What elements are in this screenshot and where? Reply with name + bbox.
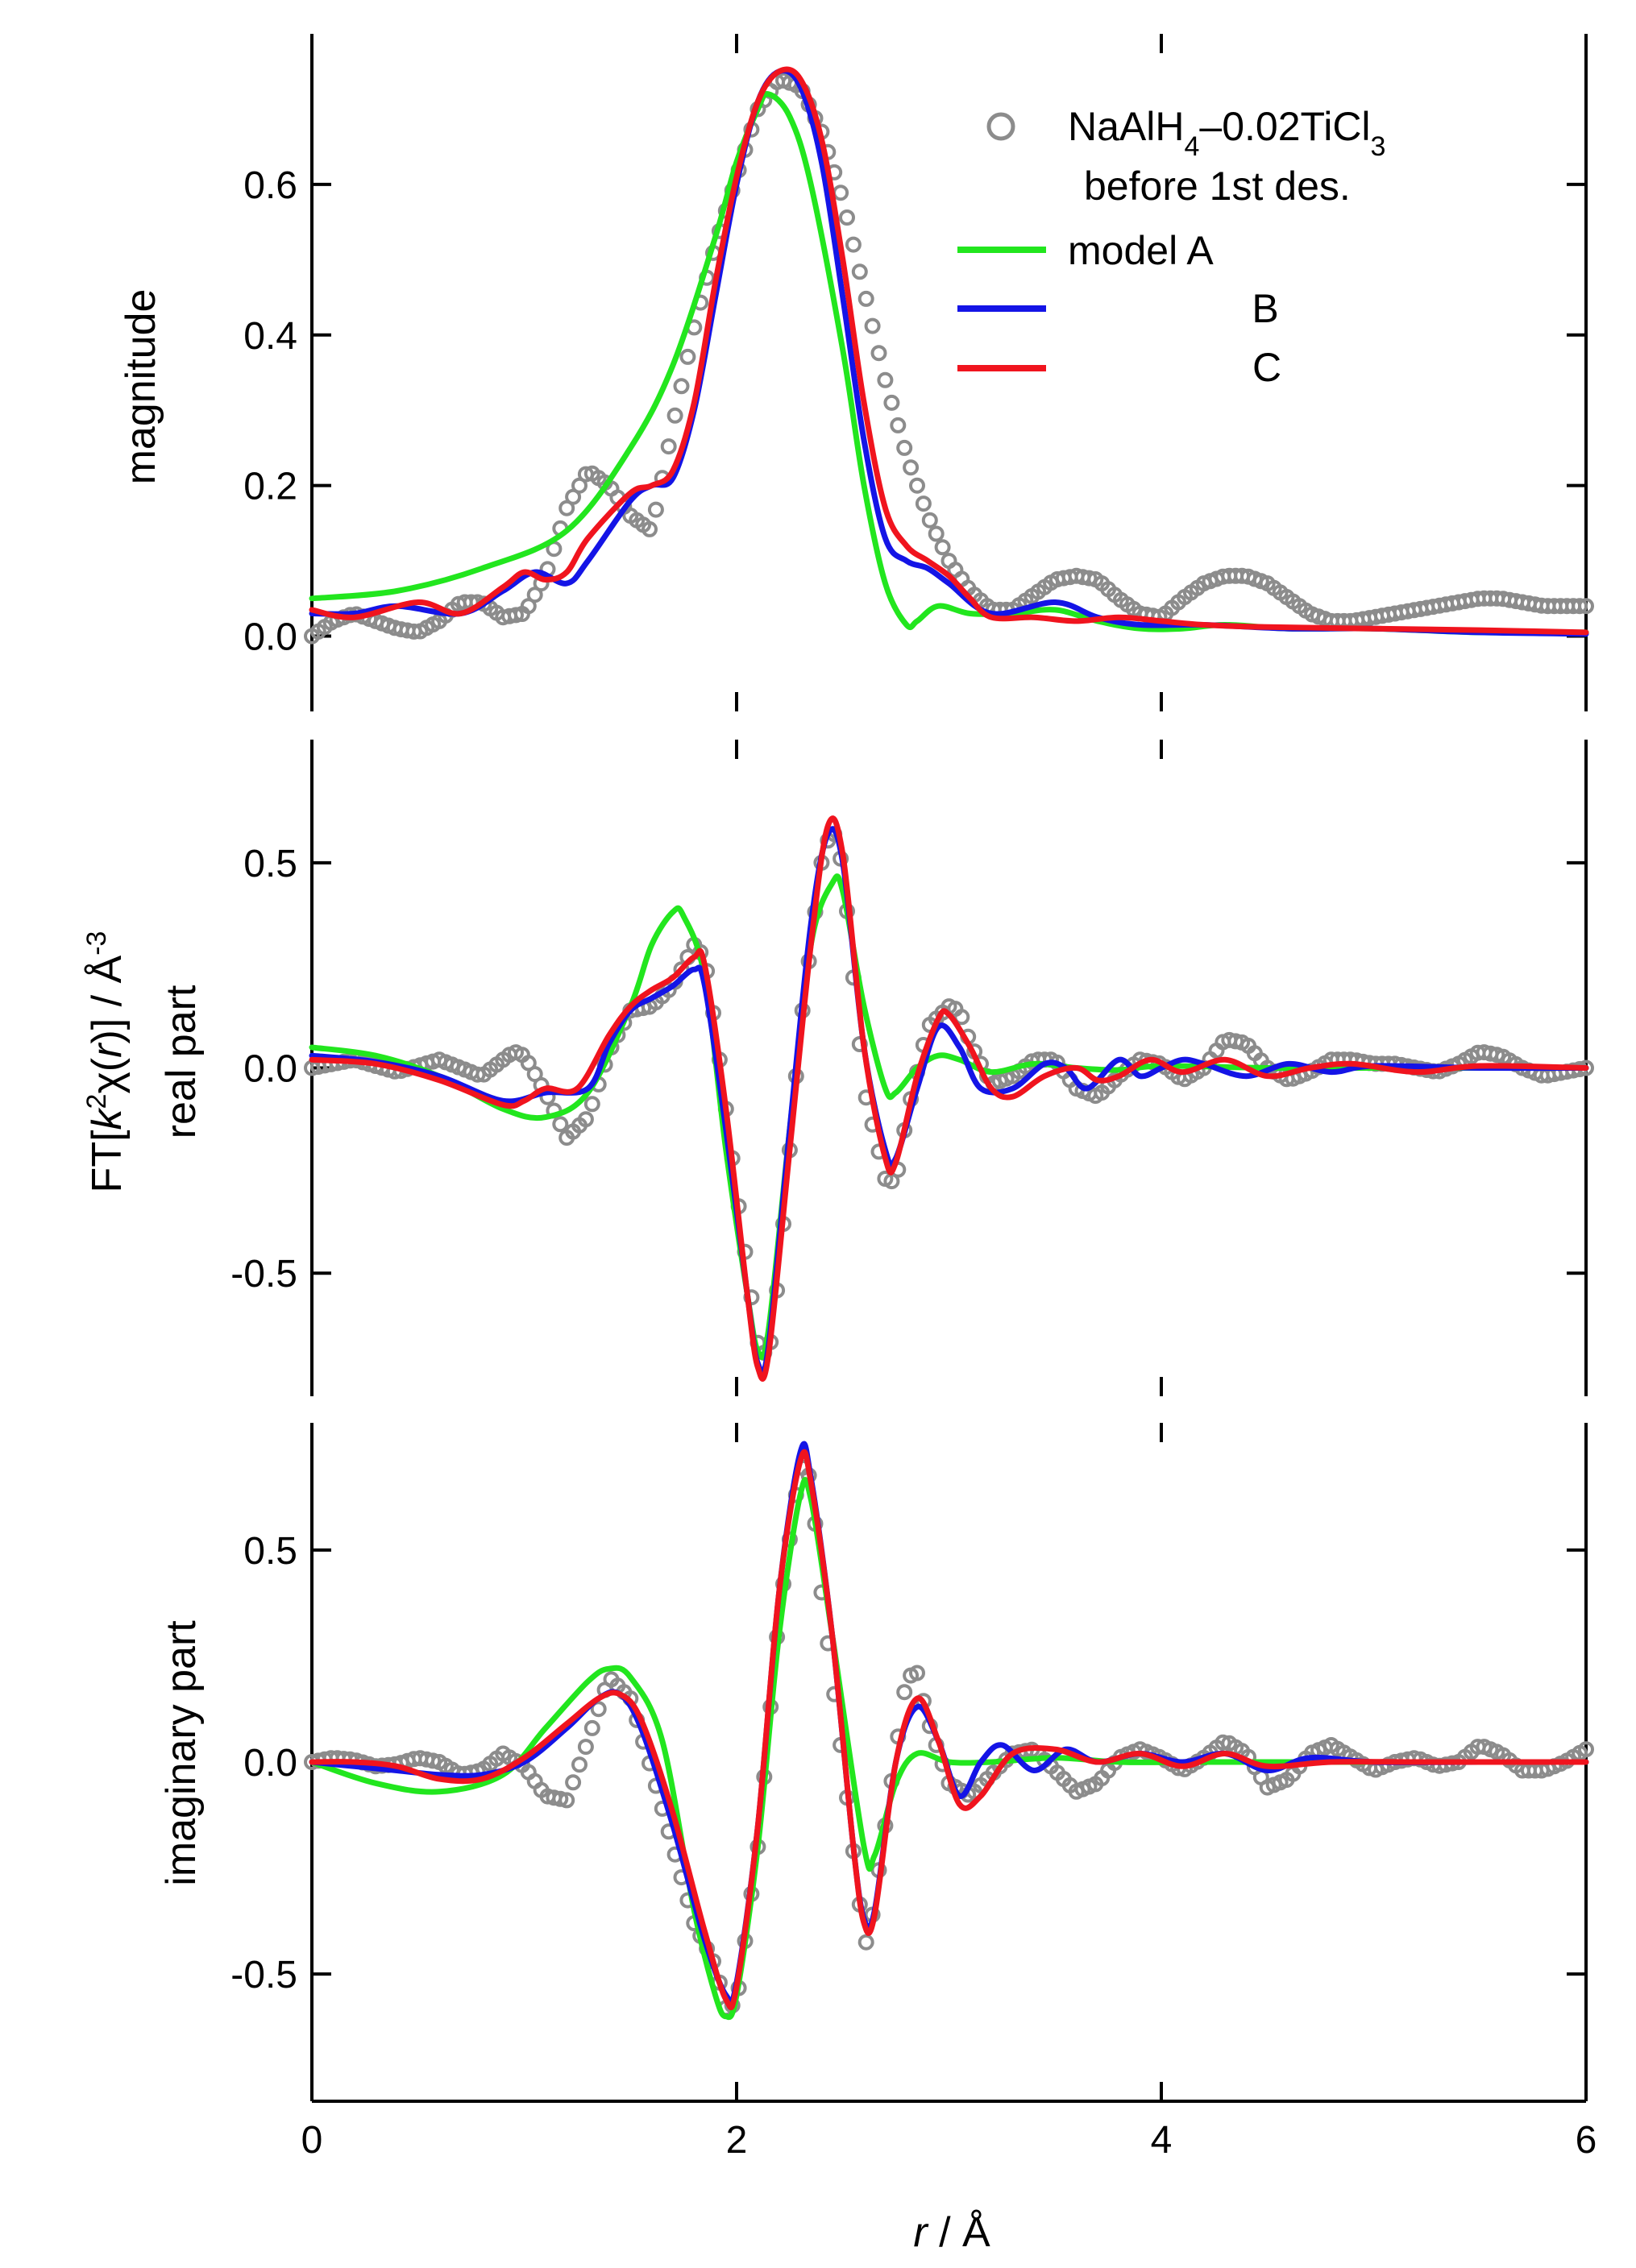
data-marker	[660, 438, 677, 455]
data-marker	[1572, 598, 1588, 615]
data-marker	[577, 1111, 594, 1128]
legend-data-label: NaAlH4–0.02TiCl3	[1068, 104, 1385, 162]
model-a-line	[309, 873, 1589, 1361]
data-marker	[857, 290, 874, 307]
model-b-line	[309, 1441, 1589, 2005]
model-b-line	[309, 68, 1589, 637]
data-marker	[845, 236, 862, 253]
legend-data-label-line2: before 1st des.	[1084, 164, 1351, 209]
y-tick-label: 0.4	[243, 315, 297, 358]
data-markers	[304, 1459, 1594, 2017]
data-marker	[883, 394, 900, 411]
data-marker	[928, 525, 945, 542]
model-c-line	[309, 1449, 1589, 2011]
y-tick-label: 0.0	[243, 1048, 297, 1091]
ylabel-magnitude: magnitude	[118, 289, 164, 485]
magnitude-panel: 0.0 0.2 0.4 0.6	[243, 34, 1594, 711]
data-marker	[673, 378, 690, 395]
data-marker	[921, 512, 938, 529]
data-marker	[647, 501, 664, 518]
data-marker	[508, 607, 524, 624]
data-marker	[833, 185, 849, 201]
data-marker	[864, 317, 881, 334]
x-tick-label: 6	[1576, 2119, 1597, 2162]
data-marker	[953, 1009, 970, 1026]
data-marker	[565, 1774, 582, 1791]
data-marker	[896, 439, 913, 456]
legend-model-a-label: model A	[1068, 228, 1214, 273]
y-tick-label: 0.2	[243, 466, 297, 508]
data-marker	[890, 417, 907, 433]
data-marker	[877, 371, 894, 388]
data-marker	[909, 477, 925, 494]
data-marker	[552, 1790, 569, 1807]
data-marker	[425, 1752, 442, 1769]
legend-model-b-label: B	[1252, 286, 1278, 331]
y-tick-label: 0.0	[243, 616, 297, 659]
x-tick-label: 2	[726, 2119, 748, 2162]
data-marker	[851, 263, 868, 280]
x-tick-labels: 0 2 4 6	[301, 2100, 1597, 2162]
y-tick-label: -0.5	[230, 1954, 297, 1996]
data-marker	[1578, 1741, 1594, 1758]
data-marker	[857, 1934, 874, 1951]
y-tick-label: 0.5	[243, 1530, 297, 1573]
model-b-line	[309, 826, 1589, 1376]
legend-data-marker	[986, 112, 1015, 141]
data-marker	[896, 1684, 913, 1701]
data-marker	[552, 1116, 569, 1133]
legend-model-c-label: C	[1252, 345, 1281, 390]
ylabel-imaginary: imaginary part	[158, 1620, 205, 1886]
data-marker	[839, 209, 855, 226]
data-marker	[934, 539, 951, 556]
ylabel-real: real part	[158, 985, 205, 1138]
data-markers	[304, 826, 1594, 1361]
model-c-line	[309, 815, 1589, 1382]
data-marker	[1578, 598, 1594, 615]
imaginary-part-panel: -0.5 0.0 0.5	[230, 1423, 1594, 2101]
data-marker	[583, 1096, 600, 1113]
y-tick-label: 0.0	[243, 1742, 297, 1785]
data-marker	[571, 1756, 588, 1773]
x-tick-label: 0	[301, 2119, 323, 2162]
x-axis-title: r / Å	[913, 2209, 990, 2256]
y-tick-label: -0.5	[230, 1253, 297, 1296]
data-marker	[870, 345, 887, 362]
data-marker	[1081, 570, 1098, 587]
y-tick-label: 0.6	[243, 164, 297, 207]
real-part-panel: -0.5 0.0 0.5	[230, 740, 1594, 1396]
data-marker	[909, 1665, 925, 1681]
data-marker	[915, 495, 932, 512]
data-marker	[583, 1719, 600, 1736]
data-markers	[304, 72, 1594, 645]
model-c-line	[309, 66, 1589, 636]
y-tick-label: 0.5	[243, 843, 297, 885]
data-marker	[642, 520, 658, 537]
x-tick-label: 4	[1151, 2119, 1173, 2162]
legend: NaAlH4–0.02TiCl3 before 1st des. model A…	[957, 104, 1385, 390]
data-marker	[666, 407, 683, 424]
data-marker	[903, 459, 920, 476]
data-marker	[590, 1701, 607, 1718]
data-marker	[577, 1739, 594, 1756]
data-marker	[558, 1792, 575, 1809]
data-marker	[679, 348, 696, 365]
ylabel-shared: FT[k2χ(r)] / Å-3	[81, 931, 131, 1193]
